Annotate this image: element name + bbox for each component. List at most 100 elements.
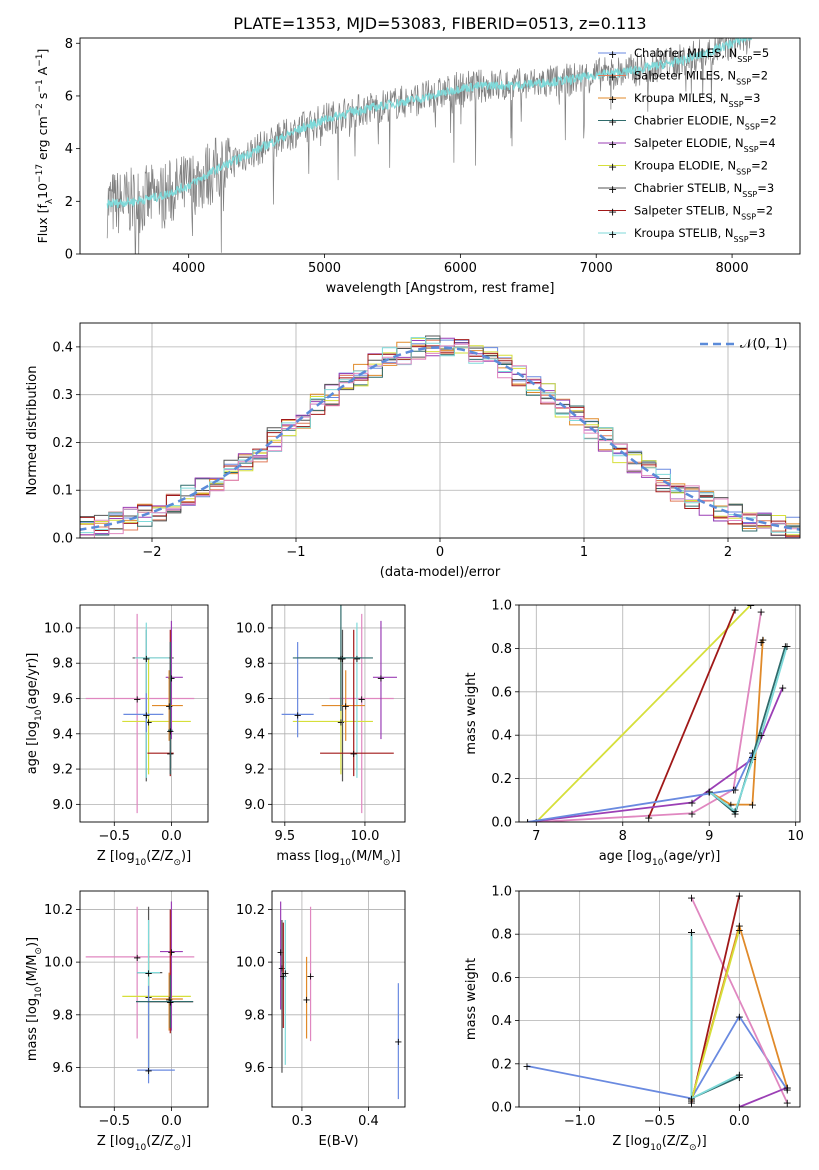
x-axis-label: Z [log10(Z/Z⊙)] bbox=[97, 1134, 191, 1153]
histogram-step bbox=[80, 343, 800, 538]
axes-frame bbox=[79, 322, 801, 539]
weight-marker: + bbox=[783, 1097, 792, 1110]
weight-marker: + bbox=[687, 807, 696, 820]
weight-line bbox=[690, 897, 789, 1104]
weight-line bbox=[536, 611, 762, 822]
weight-line bbox=[690, 932, 740, 1100]
y-tick-label: 10.0 bbox=[236, 621, 265, 636]
y-tick-label: 9.8 bbox=[52, 1008, 73, 1023]
axes-frame bbox=[518, 604, 801, 823]
weight-marker: + bbox=[746, 599, 755, 612]
y-tick-label: 0.1 bbox=[52, 484, 73, 499]
x-tick-label: 0.0 bbox=[161, 829, 182, 844]
y-axis-label: mass [log10(M/M⊙)] bbox=[25, 937, 44, 1061]
x-tick-label: −1.0 bbox=[564, 1114, 596, 1129]
panel-mass-vs-EBV: 0.3 0.4 9.6 9.8 10.0 10.2 E(B-V) +++++++ bbox=[236, 890, 406, 1149]
weight-marker: + bbox=[758, 634, 767, 647]
y-tick-label: 9.8 bbox=[52, 657, 73, 672]
normal-curve bbox=[80, 346, 800, 531]
x-tick-label: 2 bbox=[724, 545, 732, 560]
weight-marker: + bbox=[522, 1060, 531, 1073]
weight-line bbox=[527, 752, 754, 822]
data-point: + bbox=[165, 702, 173, 713]
x-tick-label: 0.0 bbox=[161, 1114, 182, 1129]
weight-marker: + bbox=[735, 1069, 744, 1082]
weight-line bbox=[738, 1086, 788, 1107]
x-tick-label: −0.5 bbox=[98, 829, 130, 844]
weight-marker: + bbox=[687, 1095, 696, 1108]
y-axis-label: Normed distribution bbox=[25, 366, 40, 496]
y-tick-label: 4 bbox=[65, 142, 73, 157]
legend-marker: + bbox=[608, 116, 617, 129]
x-tick-label: 10 bbox=[787, 829, 804, 844]
weight-line bbox=[535, 605, 752, 822]
weight-marker: + bbox=[756, 636, 765, 649]
x-tick-label: 8000 bbox=[716, 261, 749, 276]
y-tick-label: 2 bbox=[65, 195, 73, 210]
data-point: + bbox=[276, 948, 284, 959]
data-point: + bbox=[144, 969, 152, 980]
x-tick-label: 8 bbox=[619, 829, 627, 844]
data-point: + bbox=[133, 695, 141, 706]
data-point: + bbox=[279, 971, 287, 982]
weight-line bbox=[690, 929, 741, 1101]
panel-mass-vs-Z: −0.5 0.0 9.6 9.8 10.0 10.2 Z [log10(Z/Z⊙)] mass… bbox=[25, 890, 209, 1153]
y-axis-label: mass weight bbox=[464, 958, 479, 1040]
x-tick-label: 0.0 bbox=[729, 1114, 750, 1129]
data-point: + bbox=[337, 654, 345, 665]
legend: + Chabrier MILES, NSSP=5 + Salpeter MILES, … bbox=[598, 46, 777, 244]
x-tick-label: 0.4 bbox=[358, 1114, 379, 1129]
axes-frame bbox=[79, 604, 209, 823]
weight-marker: + bbox=[731, 805, 740, 818]
model-spectrum-line bbox=[106, 38, 752, 209]
legend-marker: + bbox=[608, 48, 617, 61]
plot-area: +++++++++++++++++++++ bbox=[522, 889, 792, 1110]
weight-marker: + bbox=[687, 1095, 696, 1108]
legend-marker: + bbox=[608, 161, 617, 174]
axes-frame bbox=[518, 890, 801, 1108]
panel-spectrum: 4000 5000 6000 7000 8000 0 2 4 6 8 wavelength [Ang… bbox=[35, 37, 801, 296]
data-point: + bbox=[337, 717, 345, 728]
legend-entry: Salpeter STELIB, NSSP=2 bbox=[634, 204, 773, 222]
data-point: + bbox=[166, 998, 174, 1009]
weight-marker: + bbox=[748, 747, 757, 760]
y-tick-label: 8 bbox=[65, 37, 73, 52]
y-tick-label: 0.4 bbox=[491, 729, 512, 744]
y-tick-label: 0.8 bbox=[491, 642, 512, 657]
axes-frame bbox=[271, 604, 406, 823]
plot-area: +++++++ bbox=[276, 901, 403, 1100]
y-tick-label: 6 bbox=[65, 89, 73, 104]
weight-line bbox=[527, 687, 784, 822]
y-tick-label: 0.2 bbox=[491, 1057, 512, 1072]
y-tick-label: 0.4 bbox=[491, 1014, 512, 1029]
data-point: + bbox=[306, 971, 314, 982]
panel-mass-weight-vs-age: 7 8 9 10 0.0 0.2 0.4 0.6 0.8 1.0 age [log10(age/yr… bbox=[464, 599, 804, 869]
data-point: + bbox=[350, 749, 358, 760]
x-tick-label: −0.5 bbox=[98, 1114, 130, 1129]
legend-marker: + bbox=[608, 206, 617, 219]
weight-marker: + bbox=[735, 1010, 744, 1023]
y-axis-label: mass weight bbox=[464, 672, 479, 754]
weight-line bbox=[708, 645, 788, 813]
weight-marker: + bbox=[735, 889, 744, 902]
data-point: + bbox=[353, 654, 361, 665]
plot-area: ++++++++++ ++++++++++++++++++ bbox=[523, 599, 792, 822]
weight-marker: + bbox=[756, 606, 765, 619]
legend-entry: Kroupa STELIB, NSSP=3 bbox=[634, 226, 765, 244]
legend-entry: 𝒩(0, 1) bbox=[740, 337, 787, 352]
y-tick-label: 0.2 bbox=[52, 436, 73, 451]
data-point: + bbox=[165, 995, 173, 1006]
plot-area: +++++++++ bbox=[281, 605, 397, 814]
weight-line bbox=[647, 608, 737, 819]
panel-age-vs-Z: −0.5 0.0 9.0 9.2 9.4 9.6 9.8 10.0 Z [log10(Z/Z⊙)… bbox=[25, 604, 209, 868]
legend-marker: + bbox=[608, 228, 617, 241]
axes-frame bbox=[271, 890, 406, 1108]
data-point: + bbox=[342, 702, 350, 713]
panel-residual-histogram: −2 −1 0 1 2 0.0 0.1 0.2 0.3 0.4 (data-model)/error… bbox=[25, 322, 801, 580]
data-point: + bbox=[358, 695, 366, 706]
panel-mass-weight-vs-Z: −1.0 −0.5 0.0 0.0 0.2 0.4 0.6 0.8 1.0 Z [log10(Z/… bbox=[464, 885, 801, 1153]
legend-entry: Kroupa MILES, NSSP=3 bbox=[634, 91, 760, 109]
x-tick-label: 10.0 bbox=[350, 829, 379, 844]
y-tick-label: 0.6 bbox=[491, 971, 512, 986]
axes-frame bbox=[79, 890, 209, 1108]
